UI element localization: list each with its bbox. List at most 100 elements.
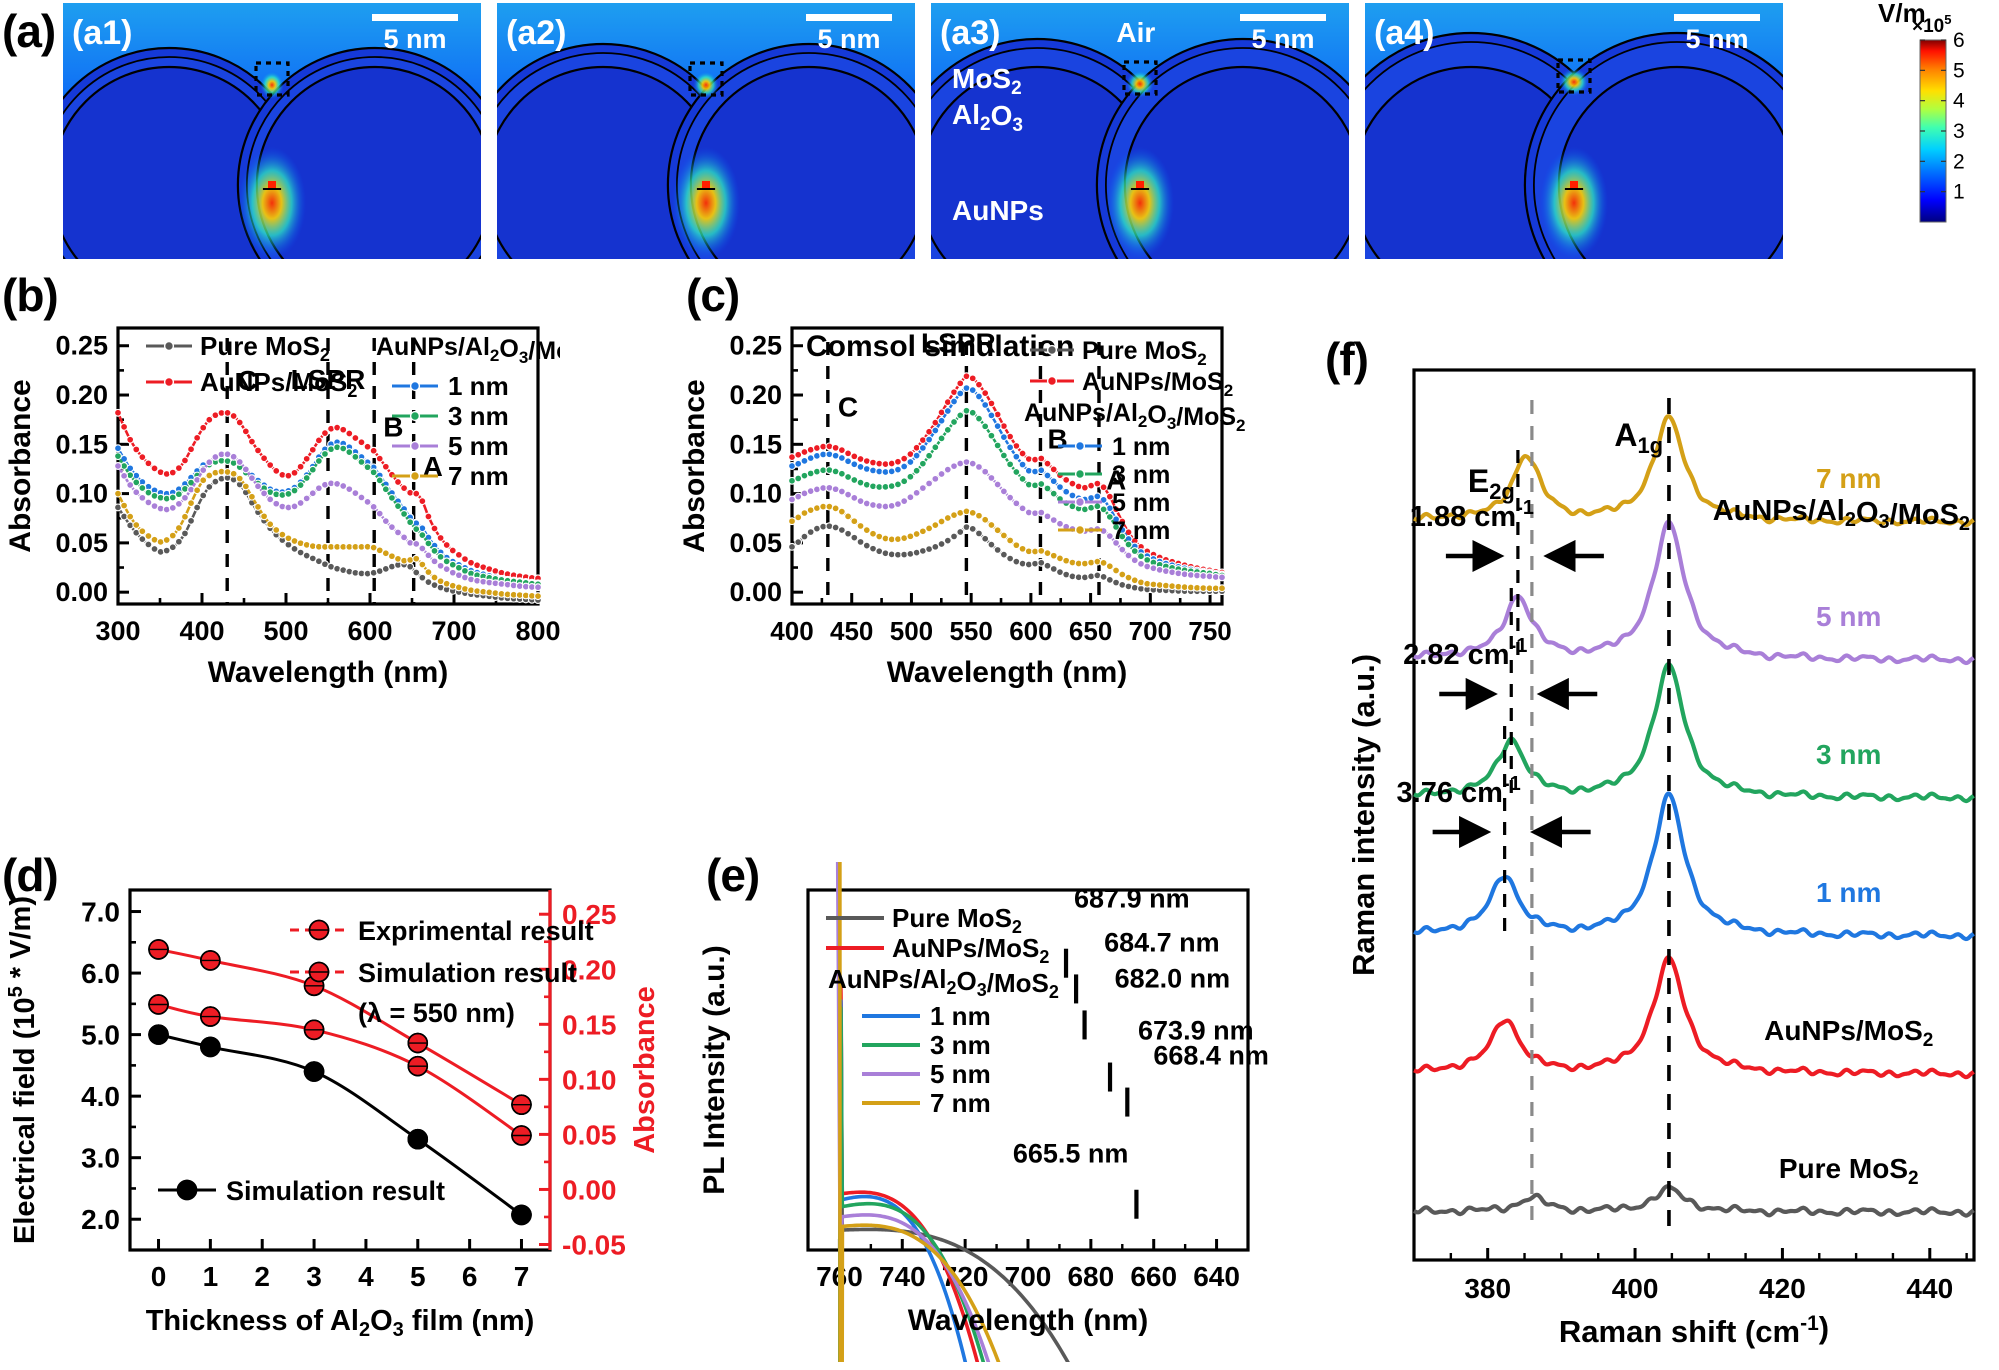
legend-label: Pure MoS2 <box>1082 337 1207 369</box>
y-tick-right: 0.00 <box>562 1174 617 1205</box>
peak-label: 668.4 nm <box>1153 1041 1269 1071</box>
panel-f-label: (f) <box>1325 333 1369 385</box>
series-4 <box>114 450 542 592</box>
series-d-1 <box>148 994 532 1146</box>
x-tick: 5 <box>410 1261 426 1292</box>
group-label: AuNPs/Al2O3/MoS2 <box>1713 495 1970 535</box>
label-al2o3: Al2O3 <box>952 99 1023 136</box>
x-tick: 600 <box>1009 616 1052 646</box>
series-4 <box>788 458 1226 582</box>
colorbar-tick: 2 <box>1953 150 1965 173</box>
y-tick: 0.00 <box>55 577 108 607</box>
lambda-note: (λ = 550 nm) <box>358 998 515 1028</box>
y-tick: 0.15 <box>55 429 108 459</box>
annot-C: C <box>838 392 858 423</box>
panel-a-comsol-maps: (a1) 5 nm (a2) 5 nm (a3) 5 nm (a4) 5 nmAirMoS2A… <box>61 0 1965 261</box>
series-label: 1 nm <box>1816 877 1881 908</box>
legend-label: Pure MoS2 <box>200 331 330 365</box>
comsol-map-a2: (a2) 5 nm <box>495 1 917 261</box>
scale-bar <box>1240 14 1326 21</box>
series-e-4 <box>836 862 991 1362</box>
mode-label-e2g: E2g <box>1468 463 1515 504</box>
y-tick-right: 0.20 <box>562 954 617 985</box>
y-tick-right: 0.10 <box>562 1064 617 1095</box>
scalebar-label: 5 nm <box>1685 24 1748 54</box>
x-axis-title: Thickness of Al2O3 film (nm) <box>146 1305 535 1341</box>
peak-label: 665.5 nm <box>1013 1139 1129 1169</box>
x-tick: 3 <box>306 1261 322 1292</box>
x-tick: 2 <box>254 1261 270 1292</box>
panel-e-label: (e) <box>706 849 760 901</box>
legend-label: 3 nm <box>1112 461 1170 489</box>
x-tick: 640 <box>1193 1261 1240 1292</box>
y-tick: 0.10 <box>55 479 108 509</box>
series-f-5 <box>1412 1184 1975 1218</box>
hotspot-marker <box>254 61 290 97</box>
x-tick: 300 <box>95 616 140 646</box>
x-tick: 380 <box>1464 1273 1511 1304</box>
x-tick: 500 <box>263 616 308 646</box>
legend-group-title: AuNPs/Al2O3/MoS2 <box>1024 399 1245 435</box>
sublabel-(a2): (a2) <box>506 14 566 52</box>
scalebar-label: 5 nm <box>817 24 880 54</box>
y-tick-left: 4.0 <box>81 1081 120 1112</box>
x-axis-title: Wavelength (nm) <box>887 656 1128 688</box>
colorbar-tick: 4 <box>1953 90 1965 113</box>
scale-bar <box>1674 14 1760 21</box>
annot-C: C <box>237 365 257 396</box>
y-tick: 0.15 <box>729 429 782 459</box>
series-label: Pure MoS2 <box>1779 1153 1919 1189</box>
legend-label: 7 nm <box>448 461 509 491</box>
y-tick-left: 7.0 <box>81 897 120 928</box>
series-f-4 <box>1413 955 1975 1080</box>
x-tick: 6 <box>462 1261 478 1292</box>
label-mos2: MoS2 <box>952 63 1022 99</box>
series-0 <box>788 522 1226 596</box>
peak-label: 673.9 nm <box>1138 1016 1254 1046</box>
hotspot-marker <box>688 61 724 97</box>
x-tick: 700 <box>1129 616 1172 646</box>
y-tick: 0.10 <box>729 479 782 509</box>
colorbar-tick: 6 <box>1953 29 1965 52</box>
legend-label: 3 nm <box>930 1030 991 1060</box>
series-e-1 <box>837 984 980 1362</box>
series-f-2 <box>1413 662 1975 804</box>
x-tick: 450 <box>830 616 873 646</box>
panel-b-label: (b) <box>2 269 59 321</box>
y-tick: 0.25 <box>729 331 782 361</box>
x-tick: 4 <box>358 1261 374 1292</box>
legend-label: AuNPs/MoS2 <box>892 933 1049 967</box>
x-tick: 440 <box>1906 1273 1953 1304</box>
series-3 <box>114 443 542 589</box>
panel-a-label: (a) <box>2 5 56 57</box>
colorbar-tick: 5 <box>1953 59 1965 82</box>
colorbar-tick: 3 <box>1953 120 1965 143</box>
mode-label-a1g: A1g <box>1614 417 1663 458</box>
peak-label: 682.0 nm <box>1115 963 1231 993</box>
y-tick-left: 5.0 <box>81 1020 120 1051</box>
x-axis-title: Raman shift (cm-1) <box>1559 1310 1829 1349</box>
scalebar-label: 5 nm <box>383 24 446 54</box>
peak-label: 687.9 nm <box>1074 884 1190 914</box>
x-tick: 680 <box>1067 1261 1114 1292</box>
x-tick: 660 <box>1130 1261 1177 1292</box>
y-tick-right: 0.15 <box>562 1009 617 1040</box>
x-tick: 550 <box>949 616 992 646</box>
legend-label: Simulation result <box>226 1176 445 1206</box>
colorbar-unit: V/m <box>1878 0 1926 28</box>
y-tick-right: 0.25 <box>562 899 617 930</box>
x-tick: 650 <box>1069 616 1112 646</box>
series-5 <box>114 467 542 601</box>
x-tick: 700 <box>431 616 476 646</box>
legend: Exprimental result Simulation result (λ = … <box>158 916 594 1206</box>
y-tick: 0.00 <box>729 577 782 607</box>
y-axis-title: Absorbance <box>4 379 37 552</box>
x-tick: 400 <box>179 616 224 646</box>
legend-label: 7 nm <box>930 1088 991 1118</box>
legend-label: Pure MoS2 <box>892 903 1022 937</box>
legend-label: Simulation result <box>358 958 577 988</box>
